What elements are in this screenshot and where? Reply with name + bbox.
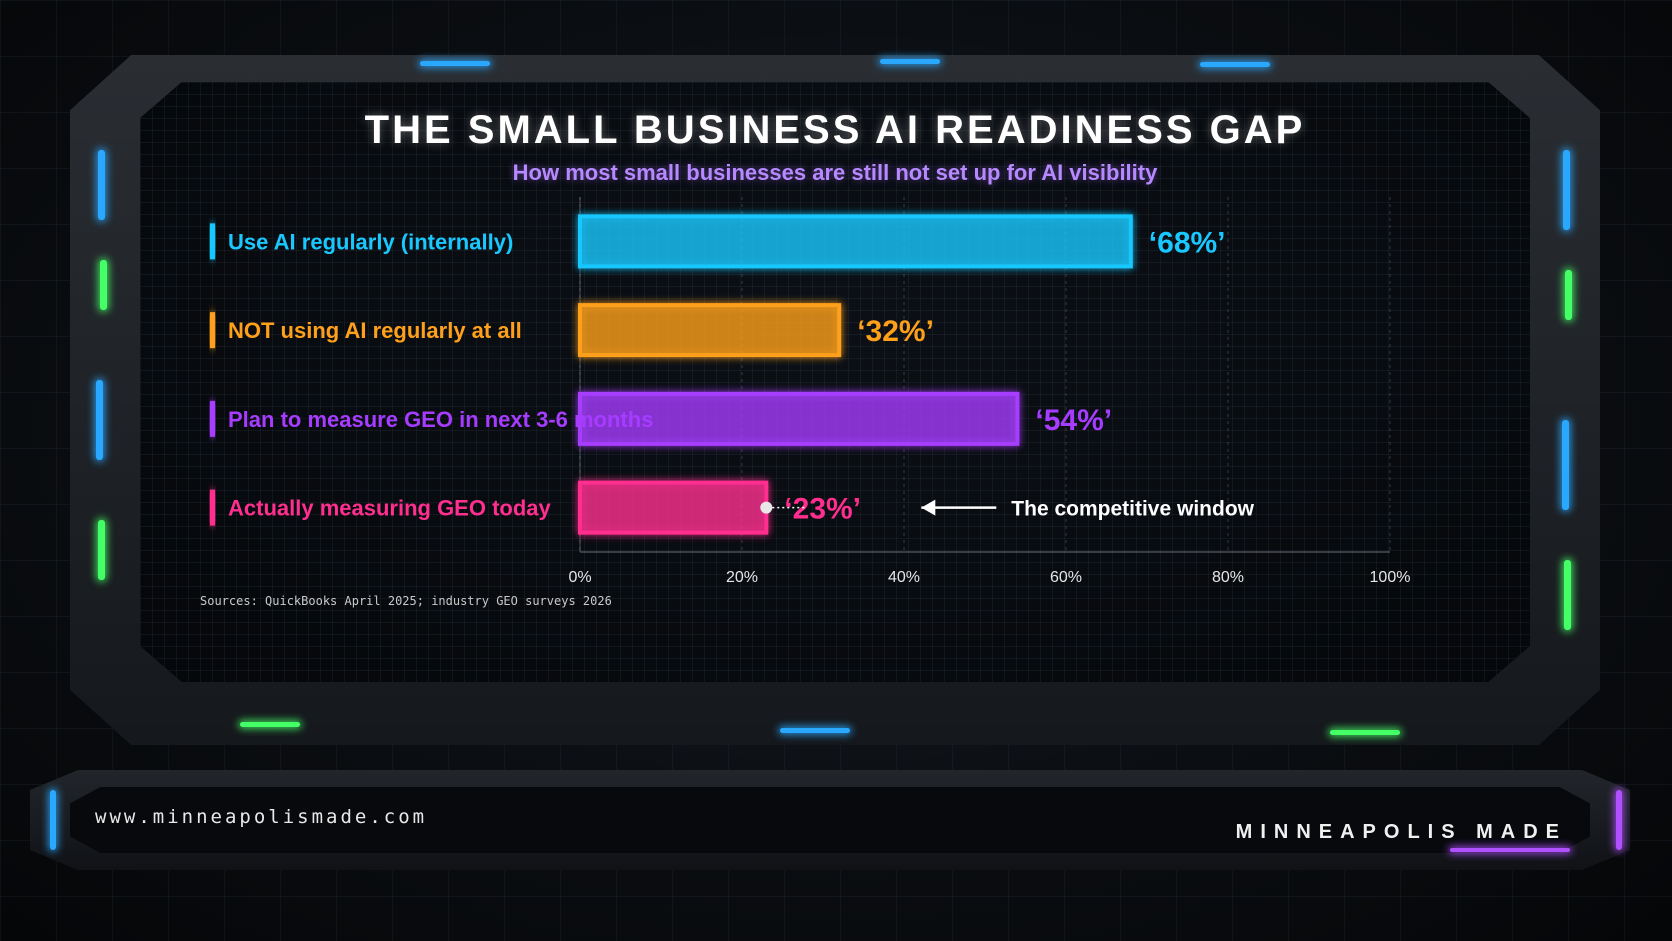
category-accent	[210, 312, 215, 349]
footer-panel	[70, 787, 1590, 853]
x-tick-label: 0%	[568, 569, 591, 586]
frame-light	[96, 380, 103, 460]
category-accent	[210, 400, 215, 437]
frame-light	[98, 150, 105, 220]
frame-light	[780, 728, 850, 733]
frame-light	[1200, 62, 1270, 67]
bar	[578, 303, 842, 358]
category-accent	[210, 223, 215, 260]
chart-title: THE SMALL BUSINESS AI READINESS GAP	[364, 108, 1306, 152]
bar-chart: 0% 20% 40% 60% 80% 100% Use AI regularly (inte…	[210, 197, 1411, 586]
frame-light	[98, 520, 105, 580]
value-label: ‘23%’	[784, 493, 861, 526]
footer-brand-label: MINNEAPOLIS MADE	[1235, 821, 1567, 843]
chart-screen: THE SMALL BUSINESS AI READINESS GAP How …	[140, 82, 1530, 682]
bar	[578, 480, 769, 535]
annotation-text: The competitive window	[1011, 498, 1254, 521]
footer-light	[1616, 790, 1622, 850]
category-accent	[210, 489, 215, 526]
x-tick-label: 60%	[1050, 569, 1082, 586]
footer-light	[1450, 848, 1570, 852]
x-tick-label: 40%	[888, 569, 920, 586]
sources-note: Sources: QuickBooks April 2025; industry…	[200, 594, 612, 608]
value-label: ‘32%’	[857, 315, 934, 348]
frame-light	[240, 722, 300, 727]
value-label: ‘68%’	[1149, 226, 1226, 259]
category-label: Actually measuring GEO today	[228, 496, 552, 521]
x-tick-label: 80%	[1212, 569, 1244, 586]
value-label: ‘54%’	[1035, 404, 1112, 437]
footer-url-link[interactable]: www.minneapolismade.com	[95, 806, 428, 828]
frame-light	[880, 59, 940, 64]
frame-light	[420, 61, 490, 66]
category-label: NOT using AI regularly at all	[228, 318, 522, 343]
screen-grid	[140, 82, 1530, 682]
annotation-dot	[760, 501, 773, 514]
x-tick-label: 20%	[726, 569, 758, 586]
category-label: Use AI regularly (internally)	[228, 229, 513, 254]
bar	[578, 391, 1020, 446]
x-tick-label: 100%	[1370, 569, 1411, 586]
frame-light	[1563, 150, 1570, 230]
frame-light	[1565, 270, 1572, 320]
footer-light	[50, 790, 56, 850]
frame-light	[1330, 730, 1400, 735]
frame-light	[100, 260, 107, 310]
bar	[578, 214, 1133, 269]
frame-light	[1564, 560, 1571, 630]
annotation-arrow-head	[921, 499, 936, 516]
frame-light	[1562, 420, 1569, 510]
chart-subtitle: How most small businesses are still not …	[512, 160, 1158, 185]
